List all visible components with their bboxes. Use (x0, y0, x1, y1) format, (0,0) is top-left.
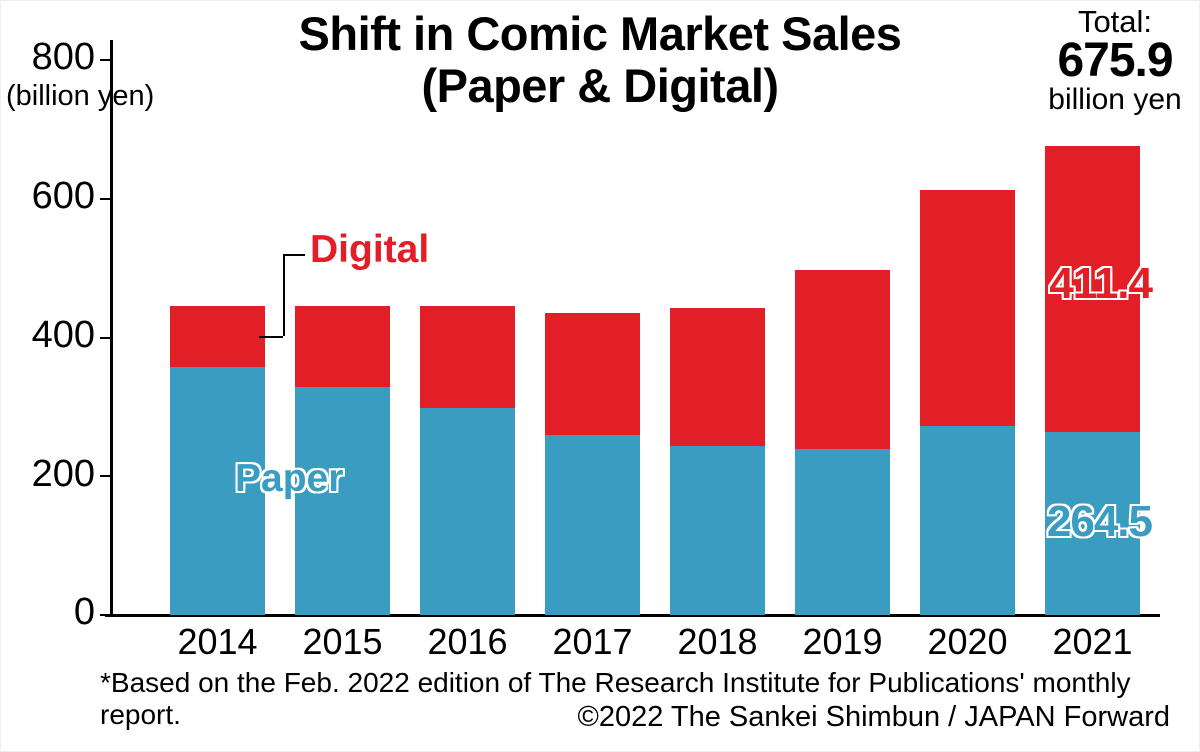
x-category-label: 2020 (905, 621, 1030, 663)
value-digital-2021: 411.4 (1022, 259, 1152, 309)
total-label: Total: (1035, 6, 1195, 37)
bar-segment-paper (795, 449, 890, 616)
value-paper-2021: 264.5 (1022, 497, 1152, 547)
bar-segment-paper (920, 426, 1015, 615)
x-category-label: 2016 (405, 621, 530, 663)
y-axis-unit: (billion yen) (6, 80, 154, 113)
callout-line (259, 336, 283, 338)
ytick-label: 600 (15, 175, 95, 218)
bar-segment-digital (670, 308, 765, 447)
bar-group (545, 313, 640, 615)
ytick-label: 400 (15, 314, 95, 357)
bar-segment-digital (795, 270, 890, 449)
series-label-paper: Paper (235, 457, 343, 501)
ytick-mark (100, 337, 110, 339)
ytick-mark (100, 475, 110, 477)
ytick-mark (100, 198, 110, 200)
bar-segment-digital (170, 306, 265, 367)
ytick-mark (100, 59, 110, 61)
bar-segment-digital (295, 306, 390, 388)
x-category-label: 2014 (155, 621, 280, 663)
y-axis (110, 40, 113, 615)
callout-line (283, 254, 305, 256)
bar-segment-digital (920, 190, 1015, 426)
x-category-label: 2019 (780, 621, 905, 663)
bar-segment-paper (670, 446, 765, 615)
copyright: ©2022 The Sankei Shimbun / JAPAN Forward (577, 701, 1170, 734)
bar-segment-paper (295, 387, 390, 615)
callout-line (283, 254, 285, 337)
series-label-digital: Digital (310, 228, 429, 272)
bar-segment-digital (545, 313, 640, 434)
x-category-label: 2017 (530, 621, 655, 663)
bar-group (795, 270, 890, 615)
bar-group (670, 308, 765, 615)
bar-segment-paper (420, 408, 515, 615)
bar-segment-digital (420, 306, 515, 409)
ytick-mark (100, 614, 110, 616)
bar-group (920, 190, 1015, 615)
ytick-label: 200 (15, 453, 95, 496)
bar-group (420, 306, 515, 615)
x-category-label: 2018 (655, 621, 780, 663)
ytick-label: 0 (15, 591, 95, 634)
ytick-label: 800 (15, 36, 95, 79)
x-category-label: 2015 (280, 621, 405, 663)
bar-segment-paper (545, 435, 640, 615)
x-category-label: 2021 (1030, 621, 1155, 663)
